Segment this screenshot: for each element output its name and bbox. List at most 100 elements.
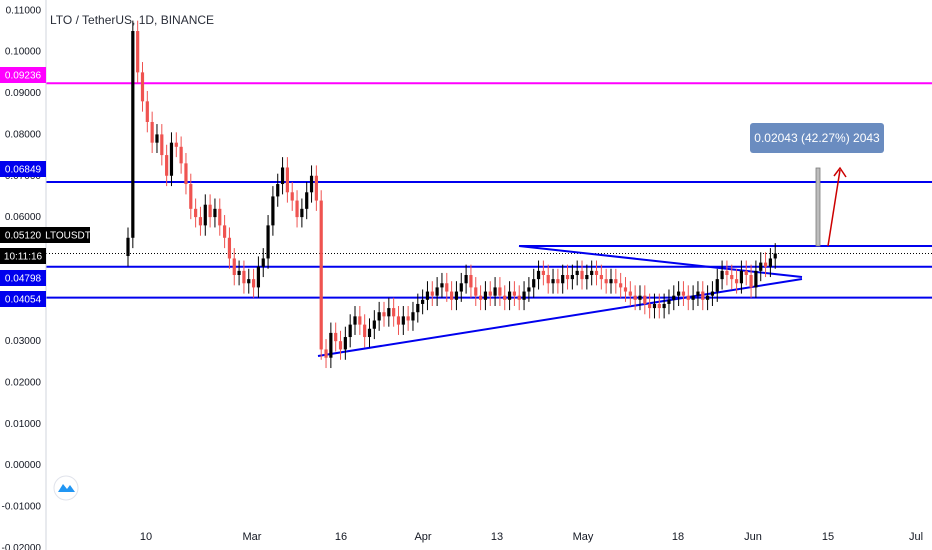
candle-body bbox=[382, 312, 386, 317]
candle-body bbox=[165, 155, 169, 176]
candle-body bbox=[643, 295, 647, 304]
time-tick-label: May bbox=[573, 531, 594, 543]
measure-bar bbox=[815, 167, 821, 247]
time-tick-label: 10 bbox=[140, 531, 152, 543]
horizontal-levels bbox=[46, 82, 932, 299]
candle-body bbox=[377, 312, 381, 321]
candle-body bbox=[715, 279, 719, 292]
candle-body bbox=[565, 275, 570, 280]
candle-body bbox=[353, 316, 357, 325]
candle-body bbox=[730, 275, 734, 280]
candle-body bbox=[198, 217, 203, 226]
candle-body bbox=[619, 283, 623, 288]
candle-body bbox=[701, 291, 705, 300]
price-tag-label: 0.04798 bbox=[5, 274, 42, 285]
candle-body bbox=[628, 291, 632, 296]
price-tick-label: 0.00000 bbox=[5, 460, 42, 471]
candle-body bbox=[532, 279, 536, 288]
candle-body bbox=[348, 324, 352, 338]
candle-body bbox=[541, 270, 545, 275]
candle-body bbox=[174, 142, 178, 147]
price-tick-label: 0.10000 bbox=[5, 47, 42, 58]
candle-body bbox=[623, 287, 628, 292]
candle-body bbox=[488, 291, 492, 296]
candle-body bbox=[744, 270, 748, 275]
price-tick-label: 0.09000 bbox=[5, 88, 42, 99]
candle-body bbox=[338, 341, 343, 350]
candle-body bbox=[396, 316, 401, 325]
candle-body bbox=[648, 303, 652, 309]
candle-body bbox=[324, 349, 328, 358]
measure-tool: 0.02043 (42.27%) 2043 bbox=[750, 123, 884, 247]
candle-body bbox=[527, 287, 531, 292]
time-tick-label: Jun bbox=[744, 531, 762, 543]
price-tick-label: -0.01000 bbox=[2, 502, 42, 513]
candle-body bbox=[401, 316, 405, 325]
candle-body bbox=[686, 295, 690, 300]
candle-body bbox=[305, 192, 309, 209]
candle-body bbox=[570, 275, 574, 280]
candle-body bbox=[517, 295, 521, 300]
candle-body bbox=[189, 184, 193, 209]
candle-body bbox=[459, 283, 463, 292]
candle-body bbox=[445, 283, 449, 292]
candle-body bbox=[319, 200, 323, 350]
candle-body bbox=[363, 324, 367, 338]
ascending-trendline bbox=[317, 278, 803, 357]
candle-body bbox=[739, 270, 744, 284]
candle-body bbox=[150, 121, 154, 143]
candle-body bbox=[406, 316, 410, 321]
candle-body bbox=[662, 303, 666, 309]
candle-body bbox=[503, 295, 507, 300]
time-tick-label: Apr bbox=[414, 531, 431, 543]
candle-body bbox=[754, 270, 758, 288]
candle-body bbox=[276, 184, 280, 197]
candle-body bbox=[169, 142, 174, 176]
price-tag-label: 0.05120 bbox=[5, 231, 42, 242]
time-tick-label: Mar bbox=[243, 531, 262, 543]
candle-body bbox=[657, 303, 661, 309]
candle-body bbox=[546, 275, 550, 284]
candle-body bbox=[652, 303, 657, 309]
candle-body bbox=[387, 308, 391, 317]
candle-body bbox=[247, 279, 251, 284]
candle-body bbox=[425, 291, 430, 300]
candle-body bbox=[232, 258, 236, 275]
candle-body bbox=[126, 237, 130, 256]
candle-body bbox=[464, 275, 468, 284]
candle-body bbox=[725, 270, 729, 275]
price-tag bbox=[0, 227, 46, 243]
price-tag bbox=[0, 161, 46, 177]
candle-body bbox=[223, 225, 227, 238]
tradingview-logo-icon[interactable] bbox=[53, 475, 79, 501]
candle-body bbox=[498, 287, 502, 296]
candle-body bbox=[773, 253, 777, 259]
candle-body bbox=[285, 167, 289, 193]
candle-body bbox=[358, 316, 362, 325]
price-tag-label: 0.04054 bbox=[5, 295, 42, 306]
arrow-head-icon bbox=[833, 166, 847, 178]
candle-body bbox=[672, 295, 676, 300]
time-axis: 10 Mar 16 Apr 13 May 18 Jun 15 Jul bbox=[140, 531, 923, 543]
measure-label-box bbox=[750, 123, 884, 153]
candle-body bbox=[604, 279, 608, 284]
candle-body bbox=[309, 175, 314, 193]
price-tag-label: 0.06849 bbox=[5, 165, 42, 176]
candle-body bbox=[599, 275, 603, 280]
candle-body bbox=[251, 279, 256, 288]
candle-body bbox=[706, 295, 710, 300]
price-tick-label: 0.11000 bbox=[6, 5, 42, 16]
candle-body bbox=[136, 31, 140, 73]
candle-body bbox=[561, 275, 565, 284]
candle-body bbox=[155, 134, 159, 143]
candle-body bbox=[261, 258, 265, 267]
measure-label: 0.02043 (42.27%) 2043 bbox=[754, 131, 880, 145]
candle-body bbox=[759, 262, 763, 271]
candle-body bbox=[237, 270, 241, 275]
time-tick-label: 13 bbox=[491, 531, 503, 543]
candle-body bbox=[392, 308, 396, 317]
price-tick-label: 0.06000 bbox=[5, 212, 42, 223]
candle-body bbox=[140, 72, 145, 102]
